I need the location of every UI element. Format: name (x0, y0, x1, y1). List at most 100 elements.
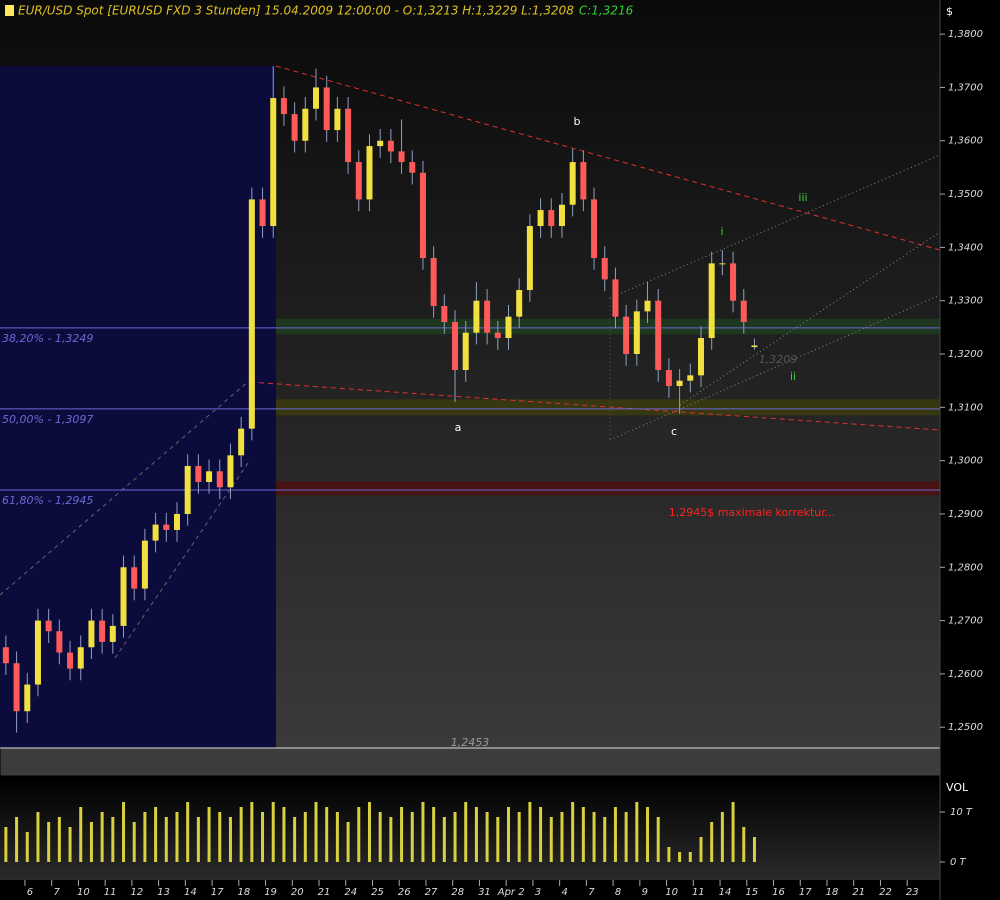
candle-body (377, 140, 384, 147)
volume-bar (186, 802, 190, 862)
candle-body (99, 620, 106, 642)
candle-body (34, 620, 41, 685)
zone (276, 399, 940, 416)
wave-label: b (574, 115, 581, 128)
price-mark: 1,3209 (759, 353, 798, 366)
x-tick-label: 7 (53, 887, 60, 898)
volume-label: VOL (946, 781, 969, 794)
volume-bar (57, 817, 61, 862)
x-tick-label: 23 (906, 887, 919, 898)
candle-body (398, 151, 405, 163)
volume-bar (506, 807, 510, 862)
volume-bar (25, 832, 29, 862)
candle-body (141, 540, 148, 589)
x-tick-label: 8 (615, 887, 621, 898)
separator-band (0, 747, 941, 777)
candle-body (430, 258, 437, 307)
candle-body (719, 263, 726, 265)
x-tick-label: 15 (745, 887, 758, 898)
x-tick-label: 4 (561, 887, 567, 898)
wave-label: c (671, 425, 677, 438)
candle-body (441, 306, 448, 323)
candle-body (655, 300, 662, 371)
volume-bar (571, 802, 575, 862)
candle-body (334, 108, 341, 131)
y-tick-label: 1,3700 (948, 82, 983, 93)
x-tick-label: 9 (642, 887, 648, 898)
y-tick-label: 1,3400 (948, 242, 983, 253)
candle-body (623, 316, 630, 355)
chart-title: EUR/USD Spot [EURUSD FXD 3 Stunden] 15.0… (18, 4, 574, 18)
zone (276, 318, 940, 335)
candle-body (238, 428, 245, 456)
candle-body (537, 210, 544, 227)
candle-body (601, 258, 608, 280)
candle-body (473, 300, 480, 333)
volume-bar (624, 812, 628, 862)
volume-bar (635, 802, 639, 862)
volume-bar (143, 812, 147, 862)
y-tick-label: 1,2500 (948, 722, 983, 733)
candle-body (751, 345, 758, 348)
candle-body (612, 279, 619, 317)
volume-bar (346, 822, 350, 862)
candle-body (505, 316, 512, 339)
candle-body (67, 652, 74, 669)
candle-body (526, 226, 533, 291)
y-tick-label: 1,2600 (948, 669, 983, 680)
trendline (0, 379, 251, 596)
x-tick-label: 14 (719, 887, 732, 898)
volume-bar (4, 827, 8, 862)
volume-bar (592, 812, 596, 862)
x-tick-label: 31 (478, 887, 491, 898)
y-tick-label: 1,3800 (948, 29, 983, 40)
candle-body (484, 300, 491, 333)
volume-bar (528, 802, 532, 862)
y-tick-label: 1,2900 (948, 509, 983, 520)
volume-bar (496, 817, 500, 862)
x-tick-label: 6 (27, 887, 33, 898)
volume-bar (132, 822, 136, 862)
volume-bar (357, 807, 361, 862)
candle-body (387, 140, 394, 152)
fib-label: 50,00% - 1,3097 (2, 413, 93, 426)
candle-body (591, 199, 598, 259)
candle-body (152, 524, 159, 541)
candle-body (687, 375, 694, 381)
x-tick-label: 18 (237, 887, 250, 898)
volume-bar (175, 812, 179, 862)
volume-bar (154, 807, 158, 862)
candle-body (120, 567, 127, 626)
y-tick-label: 1,2700 (948, 616, 983, 627)
currency-label: $ (946, 5, 953, 18)
volume-bar (421, 802, 425, 862)
close-label: C:1,3216 (579, 4, 634, 18)
fib-label: 61,80% - 1,2945 (2, 494, 93, 507)
header-icon (5, 5, 14, 16)
volume-bar (389, 817, 393, 862)
candle-body (313, 87, 320, 109)
volume-bar (646, 807, 650, 862)
x-tick-label: 27 (425, 887, 438, 898)
volume-bar (410, 812, 414, 862)
candle-body (13, 663, 20, 712)
volume-bar (453, 812, 457, 862)
volume-bar (122, 802, 126, 862)
wave-label: a (455, 421, 462, 434)
candle-body (216, 471, 223, 488)
candle-body (45, 620, 52, 632)
x-tick-label: 28 (451, 887, 464, 898)
volume-bar (89, 822, 93, 862)
candle-body (2, 647, 9, 664)
volume-bar (731, 802, 735, 862)
candle-body (195, 465, 202, 482)
candle-body (163, 524, 170, 530)
volume-bar (560, 812, 564, 862)
x-tick-label: 10 (665, 887, 678, 898)
volume-bar (207, 807, 211, 862)
candle-body (580, 162, 587, 200)
volume-bar (485, 812, 489, 862)
candle-body (462, 332, 469, 371)
y-tick-label: 1,3300 (948, 296, 983, 307)
